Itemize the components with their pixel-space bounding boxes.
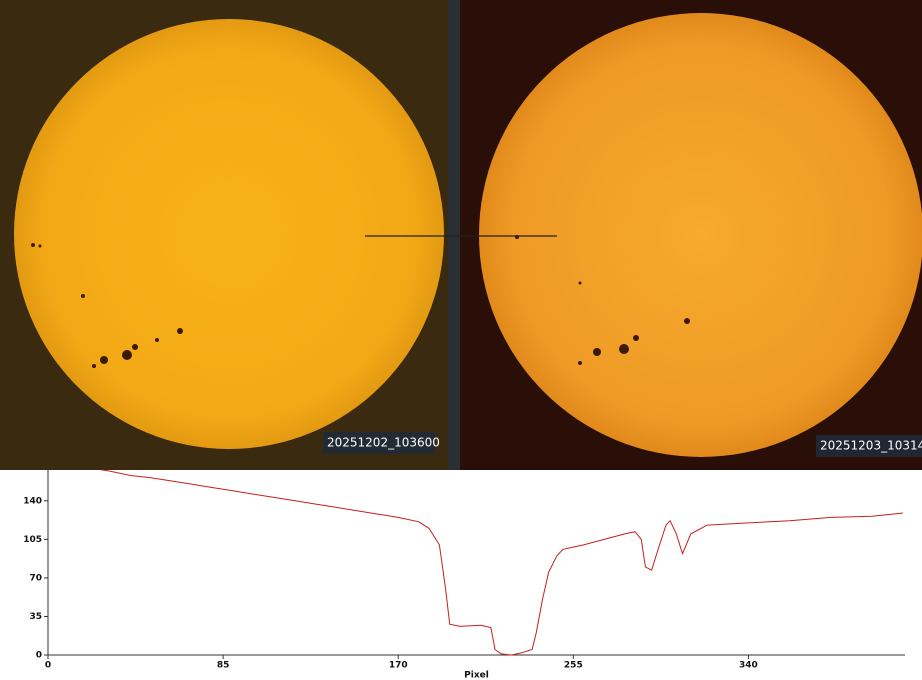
x-tick-label: 85 xyxy=(217,661,230,671)
y-tick-label: 35 xyxy=(29,612,42,622)
y-tick-label: 105 xyxy=(23,535,42,545)
sun-disk xyxy=(14,19,444,449)
y-tick-label: 140 xyxy=(23,496,42,506)
sun-disk xyxy=(479,13,922,457)
x-tick-label: 170 xyxy=(389,661,408,671)
y-tick-label: 70 xyxy=(29,573,42,583)
screen: 20251202_103600 20251203_10314 0 35 70 105 1… xyxy=(0,0,922,680)
x-tick-label: 0 xyxy=(45,661,51,671)
image-label: 20251203_10314 xyxy=(820,439,922,453)
x-axis-label: Pixel xyxy=(464,671,489,680)
y-tick-label: 0 xyxy=(36,651,42,661)
profile-chart: 03570105140175085170255340Pixel xyxy=(0,470,922,680)
sun-images: 20251202_103600 20251203_10314 xyxy=(0,0,922,470)
profile-line xyxy=(48,470,903,655)
x-tick-label: 255 xyxy=(564,661,583,671)
divider xyxy=(448,0,460,470)
image-label: 20251202_103600 xyxy=(327,436,440,450)
x-tick-label: 340 xyxy=(739,661,758,671)
